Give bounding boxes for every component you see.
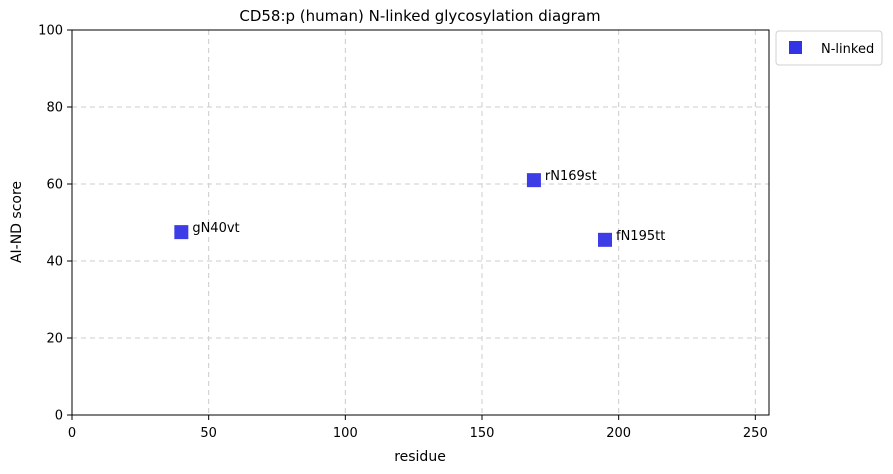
x-tick-label: 200: [606, 426, 631, 441]
legend: N-linked: [775, 30, 883, 66]
legend-marker-square-icon: [789, 41, 802, 54]
data-point-square: [526, 173, 541, 188]
y-tick-label: 60: [46, 178, 63, 193]
grid-lines: [72, 30, 769, 415]
x-tick-label: 100: [333, 426, 358, 441]
axis-ticks: 0 50 100 150 200 250 0 20 40 60 80 100: [38, 24, 768, 442]
x-tick-label: 50: [200, 426, 217, 441]
x-tick-label: 0: [68, 426, 76, 441]
legend-frame: [775, 30, 883, 66]
x-tick-label: 250: [743, 426, 768, 441]
y-tick-label: 100: [38, 24, 63, 39]
plot-frame: [71, 29, 770, 416]
y-tick-label: 40: [46, 255, 63, 270]
data-point-square: [174, 225, 189, 240]
x-tick-label: 150: [470, 426, 495, 441]
chart-title: CD58:p (human) N-linked glycosylation di…: [239, 7, 600, 25]
legend-entry-n-linked: N-linked: [821, 42, 874, 57]
data-points: gN40vt rN169st fN195tt: [174, 169, 665, 247]
data-point-label: rN169st: [545, 169, 597, 184]
data-point-label: gN40vt: [192, 221, 239, 236]
y-tick-label: 0: [55, 409, 63, 424]
y-axis-label: AI-ND score: [9, 181, 25, 263]
x-axis-label: residue: [394, 449, 446, 465]
data-point-label: fN195tt: [616, 229, 665, 244]
y-tick-label: 80: [46, 101, 63, 116]
data-point-square: [598, 232, 612, 247]
y-tick-label: 20: [46, 332, 63, 347]
